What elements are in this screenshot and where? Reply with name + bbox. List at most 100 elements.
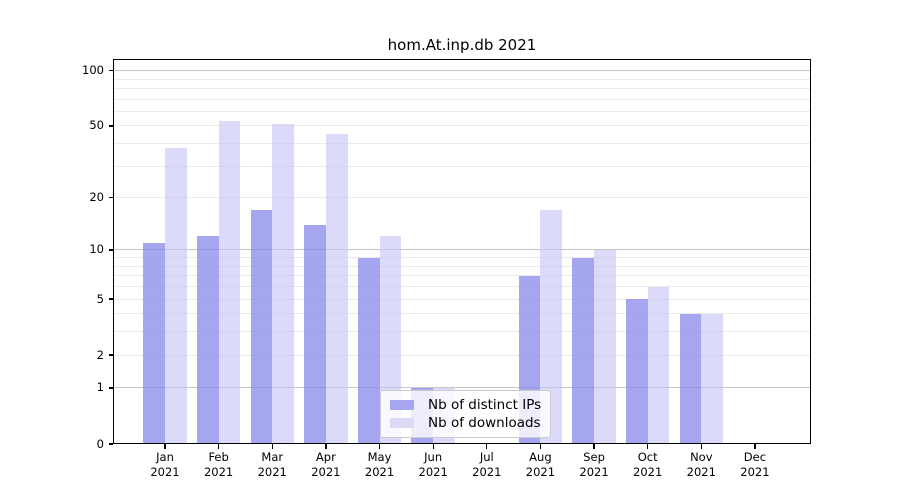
year-label: 2021 xyxy=(525,464,556,479)
legend-item-distinct-ips: Nb of distinct IPs xyxy=(390,397,541,413)
month-label: Aug xyxy=(529,450,552,464)
year-label: 2021 xyxy=(418,464,448,479)
x-tick-label-apr: Apr 2021 xyxy=(294,450,358,479)
bar-downloads-aug xyxy=(540,210,563,444)
month-label: Oct xyxy=(637,450,658,464)
chart-title: hom.At.inp.db 2021 xyxy=(387,36,537,54)
month-label: Dec xyxy=(743,450,767,464)
x-tick-mark xyxy=(700,444,702,449)
legend-swatch-downloads xyxy=(390,418,414,428)
bar-distinct-ips-oct xyxy=(625,299,648,444)
major-gridline xyxy=(114,249,810,251)
bar-distinct-ips-sep xyxy=(572,257,595,444)
minor-gridline xyxy=(114,110,810,112)
bar-downloads-jan xyxy=(165,147,187,444)
month-label: Feb xyxy=(208,450,229,464)
x-tick-mark xyxy=(271,444,273,449)
bar-downloads-feb xyxy=(218,121,241,444)
minor-gridline xyxy=(114,125,810,127)
bar-distinct-ips-feb xyxy=(196,236,219,444)
minor-gridline xyxy=(114,78,810,80)
y-tick-mark xyxy=(108,69,113,72)
major-gridline xyxy=(114,387,810,389)
y-tick-label: 5 xyxy=(96,291,104,306)
bar-downloads-oct xyxy=(647,286,670,444)
legend-label-distinct-ips: Nb of distinct IPs xyxy=(428,397,542,413)
month-label: May xyxy=(367,450,392,464)
x-tick-mark xyxy=(325,444,327,449)
x-tick-mark xyxy=(378,444,381,449)
year-label: 2021 xyxy=(686,464,716,479)
y-tick-mark xyxy=(108,443,113,445)
y-tick-label: 0 xyxy=(96,436,104,451)
x-tick-mark xyxy=(754,444,756,449)
minor-gridline xyxy=(114,87,810,89)
minor-gridline xyxy=(114,298,810,300)
bar-downloads-mar xyxy=(272,124,294,444)
x-tick-label-aug: Aug 2021 xyxy=(508,450,572,479)
x-tick-label-oct: Oct 2021 xyxy=(616,450,680,479)
y-tick-mark xyxy=(108,125,113,127)
year-label: 2021 xyxy=(150,464,180,479)
minor-gridline xyxy=(114,143,810,145)
x-tick-mark xyxy=(432,444,434,449)
y-tick-label: 20 xyxy=(89,190,104,205)
legend-swatch-distinct-ips xyxy=(390,400,414,410)
minor-gridline xyxy=(114,257,810,259)
x-tick-label-nov: Nov 2021 xyxy=(669,450,733,479)
x-tick-label-jun: Jun 2021 xyxy=(401,450,465,479)
year-label: 2021 xyxy=(311,464,341,479)
minor-gridline xyxy=(114,165,810,167)
x-tick-label-jan: Jan 2021 xyxy=(133,450,197,479)
bar-distinct-ips-jan xyxy=(143,242,165,444)
x-tick-label-jul: Jul 2021 xyxy=(455,450,519,479)
y-tick-label: 2 xyxy=(96,347,104,362)
x-tick-label-sep: Sep 2021 xyxy=(562,450,626,479)
year-label: 2021 xyxy=(740,464,770,479)
month-label: Nov xyxy=(690,450,713,464)
month-label: Jan xyxy=(156,450,174,464)
year-label: 2021 xyxy=(472,464,502,479)
x-tick-mark xyxy=(217,444,220,449)
y-tick-label: 50 xyxy=(89,118,104,133)
minor-gridline xyxy=(114,98,810,100)
bar-distinct-ips-apr xyxy=(304,224,326,444)
x-tick-label-may: May 2021 xyxy=(348,450,412,479)
bar-distinct-ips-mar xyxy=(250,210,273,444)
year-label: 2021 xyxy=(257,464,287,479)
bar-distinct-ips-nov xyxy=(679,313,702,444)
y-tick-label: 1 xyxy=(96,380,104,395)
plot-area xyxy=(113,59,811,444)
x-tick-mark xyxy=(593,444,595,449)
month-label: Jun xyxy=(424,450,443,464)
minor-gridline xyxy=(114,354,810,356)
x-tick-mark xyxy=(539,444,542,449)
bar-downloads-apr xyxy=(325,134,348,444)
x-tick-mark xyxy=(486,444,488,449)
y-tick-mark xyxy=(108,249,113,251)
x-tick-label-dec: Dec 2021 xyxy=(723,450,787,479)
year-label: 2021 xyxy=(633,464,663,479)
year-label: 2021 xyxy=(364,464,395,479)
legend: Nb of distinct IPs Nb of downloads xyxy=(380,390,552,438)
minor-gridline xyxy=(114,313,810,315)
minor-gridline xyxy=(114,197,810,199)
year-label: 2021 xyxy=(203,464,234,479)
year-label: 2021 xyxy=(579,464,609,479)
bar-downloads-nov xyxy=(701,313,723,444)
y-tick-mark xyxy=(108,354,113,356)
bar-distinct-ips-may xyxy=(357,257,380,444)
major-gridline xyxy=(114,70,810,72)
bar-downloads-sep xyxy=(594,249,616,444)
minor-gridline xyxy=(114,265,810,267)
y-tick-mark xyxy=(108,197,113,199)
month-label: Jul xyxy=(479,450,494,464)
legend-item-downloads: Nb of downloads xyxy=(390,415,541,431)
y-tick-label: 10 xyxy=(89,242,104,257)
x-tick-mark xyxy=(647,444,649,449)
legend-label-downloads: Nb of downloads xyxy=(428,415,541,431)
month-label: Sep xyxy=(583,450,605,464)
y-tick-mark xyxy=(108,298,113,300)
month-label: Mar xyxy=(261,450,284,464)
